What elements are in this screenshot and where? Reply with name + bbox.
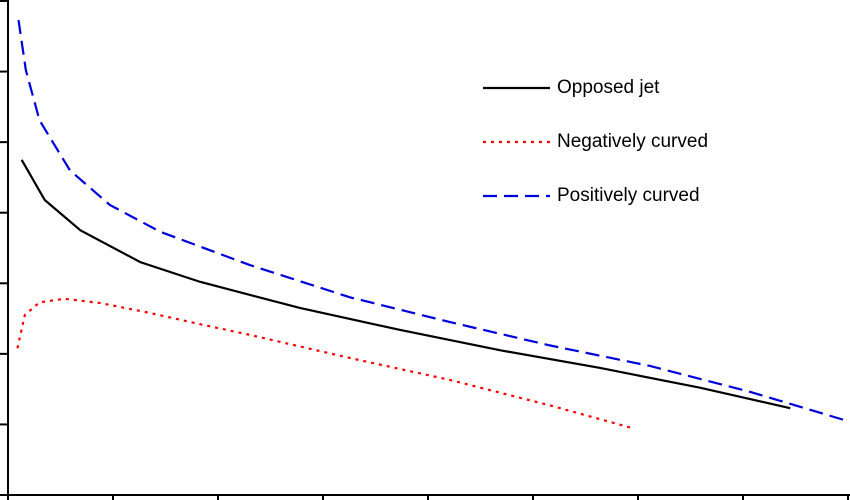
series-line [16,297,632,430]
legend-label: Opposed jet [557,77,660,98]
legend-label: Negatively curved [557,131,708,152]
series-line [20,159,791,410]
legend-label: Positively curved [557,185,700,206]
series-line [17,19,846,422]
